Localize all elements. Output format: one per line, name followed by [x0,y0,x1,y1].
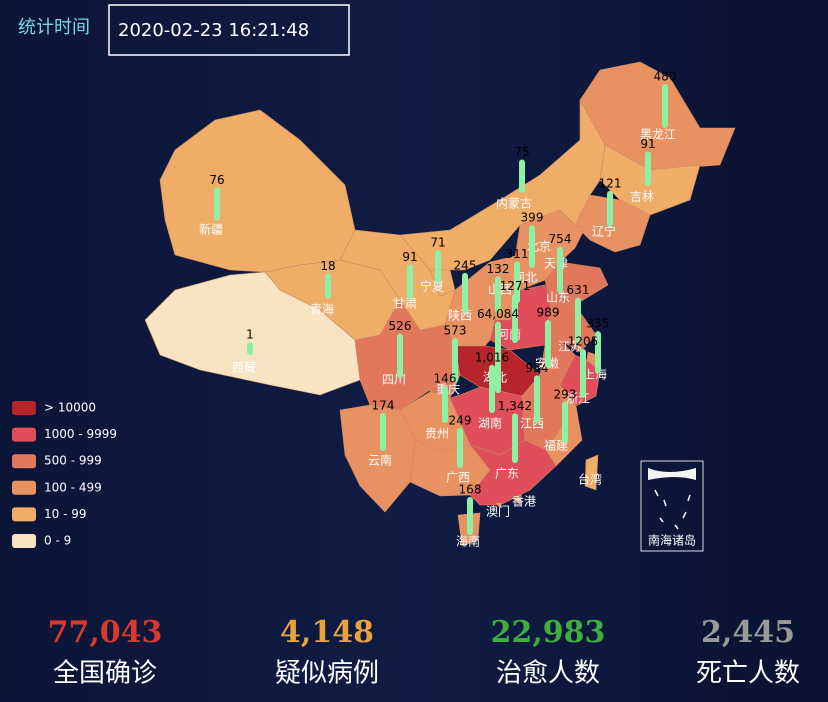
stat-value: 4,148 [280,615,374,650]
value-label: 754 [549,232,572,246]
province [511,496,523,505]
province-name: 山东 [546,291,570,305]
legend-label: 10 - 99 [44,507,87,521]
province-name: 内蒙古 [496,196,532,211]
province-name: 陕西 [448,308,472,323]
province-name: 甘肃 [393,297,417,311]
time: 2020-02-23 16:21:48 [118,20,309,41]
province-name: 福建 [544,438,568,453]
value-label: 480 [654,70,677,84]
value-label: 1,342 [498,399,532,413]
value-label: 399 [521,211,544,225]
province [159,109,356,273]
province [584,454,599,491]
value-label: 1 [246,328,254,342]
province-name: 江西 [520,417,544,431]
value-label: 75 [514,145,529,159]
value-label: 146 [434,371,457,385]
province [549,304,597,353]
province-name: 青海 [310,302,334,317]
stat-value: 22,983 [491,615,606,650]
value-label: 989 [537,306,560,320]
value-label: 1,016 [475,350,509,364]
map: 黑龙江吉林辽宁内蒙古北京天津河北山东山西河南陕西宁夏甘肃青海新疆西藏四川重庆湖北… [144,61,736,549]
stat-value: 2,445 [701,615,795,650]
legend: > 10000 1000 - 9999 500 - 999 100 - 499 10 -… [12,401,117,548]
time-label: 统计时间 [18,17,90,38]
value-label: 121 [599,176,622,190]
time-box [108,4,350,56]
value-label: 311 [506,247,529,261]
province [424,345,461,399]
legend-swatch [12,480,36,495]
value-label: 64,084 [477,307,519,321]
province-name: 新疆 [199,222,223,237]
province-name: 湖南 [478,416,502,431]
value-label: 1271 [500,279,531,293]
province-name: 江苏 [558,340,582,354]
value-label: 174 [372,398,395,412]
province-name: 广西 [446,471,470,485]
legend-swatch [12,507,36,522]
province-name: 黑龙江 [640,128,676,142]
value-label: 1205 [568,334,599,348]
legend-swatch [12,427,36,442]
stats: 77,043 全国确诊 4,148 疑似病例 22,983 治愈人数 2,445 死亡人数 [48,615,800,689]
value-label: 132 [487,262,510,276]
legend-swatch [12,401,36,415]
value-label: 293 [554,387,577,401]
legend-label: 100 - 499 [44,480,102,494]
value-label: 91 [640,137,655,151]
province-name: 台湾 [578,472,602,487]
province-name: 广东 [495,467,519,481]
stat-label: 全国确诊 [53,659,157,689]
value-label: 249 [449,413,472,427]
province-name: 海南 [456,534,480,549]
legend-label: > 10000 [44,401,96,415]
province-name: 云南 [368,453,392,468]
value-label: 245 [454,258,477,272]
province-name: 澳门 [486,504,510,519]
value-label: 71 [430,235,445,249]
stat-label: 治愈人数 [496,659,600,689]
value-label: 168 [459,483,482,497]
inset-label: 南海诸岛 [648,533,696,548]
inset: 南海诸岛 [640,460,704,552]
province-name: 上海 [583,367,607,382]
value-label: 934 [526,361,549,375]
value-label: 526 [389,319,412,333]
stat-label: 疑似病例 [275,659,379,689]
value-label: 91 [402,250,417,264]
stat-label: 死亡人数 [696,659,800,689]
value-label: 76 [209,173,224,187]
province-name: 贵州 [425,427,449,441]
legend-label: 500 - 999 [44,454,102,468]
province [495,502,503,509]
stat-value: 77,043 [48,615,163,650]
legend-swatch [12,454,36,469]
province-name: 香港 [512,495,536,509]
value-label: 18 [320,259,335,273]
province-name: 辽宁 [592,224,616,239]
value-label: 631 [567,283,590,297]
province-name: 天津 [544,257,568,271]
legend-label: 0 - 9 [44,534,71,548]
legend-label: 1000 - 9999 [44,427,117,441]
province-name: 西藏 [232,361,256,375]
value-label: 573 [444,324,467,338]
value-label: 335 [587,317,610,331]
province-name: 吉林 [630,190,654,204]
province [339,404,416,513]
legend-swatch [12,534,36,548]
